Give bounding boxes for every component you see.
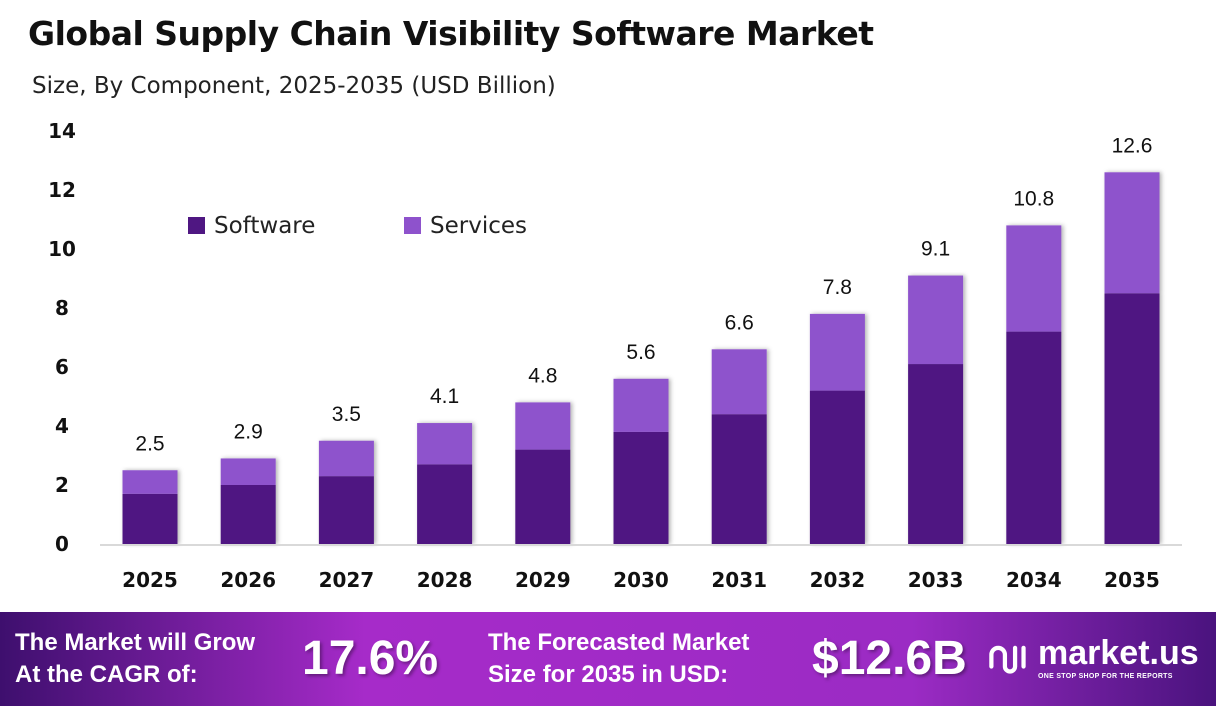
forecast-label: The Forecasted Market Size for 2035 in U…: [488, 627, 749, 691]
bar-services-2028: [417, 423, 473, 465]
y-tick-label: 10: [48, 237, 76, 261]
x-tick-label: 2034: [1006, 568, 1062, 592]
total-label: 7.8: [823, 276, 852, 299]
chart-subtitle: Size, By Component, 2025-2035 (USD Billi…: [32, 73, 556, 99]
bar-software-2025: [122, 493, 178, 544]
bar-services-2032: [809, 313, 865, 391]
bar-services-2026: [220, 458, 276, 485]
bar-services-2027: [318, 440, 374, 477]
y-tick-label: 14: [48, 119, 76, 143]
total-label: 12.6: [1112, 134, 1153, 157]
x-tick-label: 2030: [613, 568, 669, 592]
bar-group-2026: [220, 458, 276, 544]
y-tick-label: 8: [55, 296, 69, 320]
bar-software-2034: [1006, 331, 1062, 544]
legend-label: Services: [430, 213, 527, 239]
forecast-label-line2: Size for 2035 in USD:: [488, 661, 729, 688]
bar-services-2025: [122, 470, 178, 494]
total-label: 2.5: [135, 432, 164, 455]
cagr-label-line1: The Market will Grow: [15, 629, 256, 656]
y-tick-label: 12: [48, 178, 76, 202]
logo-text: market.us: [1038, 634, 1199, 672]
bar-group-2032: [809, 313, 865, 544]
bar-services-2033: [908, 275, 964, 365]
bar-services-2031: [711, 349, 767, 415]
footer-banner: The Market will Grow At the CAGR of: 17.…: [0, 612, 1216, 706]
x-tick-label: 2026: [220, 568, 276, 592]
bar-services-2035: [1104, 172, 1160, 294]
cagr-label: The Market will Grow At the CAGR of:: [15, 627, 255, 691]
x-tick-label: 2027: [319, 568, 375, 592]
bar-software-2027: [318, 476, 374, 544]
chart-title: Global Supply Chain Visibility Software …: [28, 14, 874, 53]
total-label: 10.8: [1013, 187, 1054, 210]
bar-group-2025: [122, 470, 178, 544]
total-label: 6.6: [725, 311, 754, 334]
y-tick-label: 4: [55, 414, 69, 438]
bar-software-2028: [417, 464, 473, 544]
x-tick-label: 2028: [417, 568, 473, 592]
legend-swatch-software: [188, 217, 205, 234]
x-tick-label: 2031: [711, 568, 767, 592]
bar-software-2026: [220, 485, 276, 544]
x-tick-label: 2035: [1104, 568, 1160, 592]
bar-services-2029: [515, 402, 571, 450]
total-label: 4.8: [528, 364, 557, 387]
stacked-bar-chart: 0 2 4 6 8 10 12 14 2.5 2025 2.9 2026 3.5 2027 4.1 2028…: [48, 119, 1182, 592]
total-label: 2.9: [234, 420, 263, 443]
total-label: 4.1: [430, 385, 459, 408]
bar-software-2029: [515, 449, 571, 544]
bar-group-2031: [711, 349, 767, 544]
x-tick-label: 2029: [515, 568, 571, 592]
cagr-label-line2: At the CAGR of:: [15, 661, 198, 688]
bar-group-2034: [1006, 225, 1062, 544]
bar-services-2034: [1006, 225, 1062, 332]
bar-group-2033: [908, 275, 964, 544]
y-tick-label: 2: [55, 473, 69, 497]
market-us-logo: market.us ONE STOP SHOP FOR THE REPORTS: [988, 634, 1199, 682]
bar-software-2033: [908, 364, 964, 544]
bar-software-2031: [711, 414, 767, 544]
x-tick-label: 2032: [810, 568, 866, 592]
y-tick-label: 0: [55, 532, 69, 556]
logo-icon: [989, 645, 1026, 674]
bar-group-2030: [613, 378, 669, 544]
x-tick-label: 2033: [908, 568, 964, 592]
total-label: 3.5: [332, 403, 361, 426]
forecast-label-line1: The Forecasted Market: [488, 629, 750, 656]
bar-software-2035: [1104, 293, 1160, 544]
total-label: 5.6: [626, 341, 655, 364]
y-tick-label: 6: [55, 355, 69, 379]
bar-software-2032: [809, 390, 865, 544]
bar-group-2027: [318, 440, 374, 544]
forecast-value: $12.6B: [812, 632, 967, 685]
bar-group-2035: [1104, 172, 1160, 544]
bar-software-2030: [613, 431, 669, 544]
x-tick-label: 2025: [122, 568, 178, 592]
legend-swatch-services: [404, 217, 421, 234]
bar-services-2030: [613, 378, 669, 432]
legend-label: Software: [214, 213, 315, 239]
logo-tagline: ONE STOP SHOP FOR THE REPORTS: [1038, 673, 1173, 680]
total-label: 9.1: [921, 238, 950, 261]
cagr-value: 17.6%: [302, 632, 439, 685]
bar-group-2029: [515, 402, 571, 544]
bar-group-2028: [417, 423, 473, 544]
